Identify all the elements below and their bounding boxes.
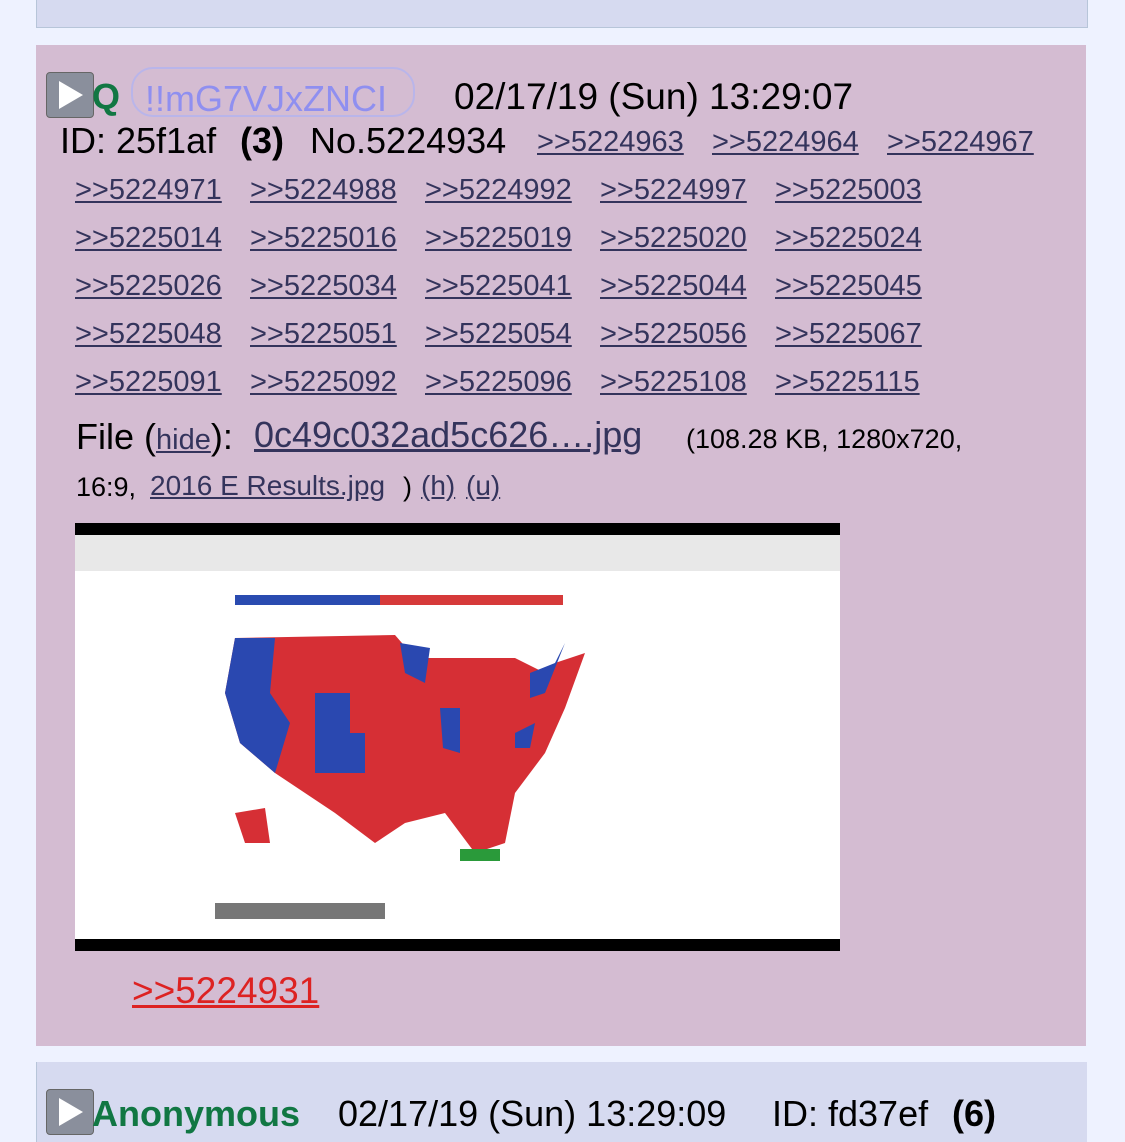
reply-link[interactable]: >>5225091 bbox=[75, 366, 222, 398]
image-toolbar bbox=[215, 903, 385, 919]
reply-link[interactable]: >>5225020 bbox=[600, 222, 747, 254]
reply-link[interactable]: >>5225019 bbox=[425, 222, 572, 254]
reply-link[interactable]: >>5225051 bbox=[250, 318, 397, 350]
poster-id[interactable]: ID: 25f1af bbox=[60, 120, 217, 161]
map-blue bbox=[225, 638, 290, 773]
tripcode[interactable]: !!mG7VJxZNCI bbox=[131, 67, 416, 119]
tally-blue bbox=[235, 595, 380, 605]
map-red bbox=[225, 635, 585, 853]
reply-link[interactable]: >>5225108 bbox=[600, 366, 747, 398]
reply-link[interactable]: >>5225041 bbox=[425, 270, 572, 302]
browser-chrome bbox=[75, 535, 840, 571]
id-count: (6) bbox=[952, 1093, 996, 1134]
reply-link[interactable]: >>5225096 bbox=[425, 366, 572, 398]
reply-link[interactable]: >>5225024 bbox=[775, 222, 922, 254]
image-bar bbox=[75, 523, 840, 535]
file-info: (108.28 KB, 1280x720, bbox=[686, 424, 963, 454]
file-close: ) bbox=[403, 472, 412, 502]
u-link[interactable]: (u) bbox=[466, 470, 501, 501]
image-button bbox=[460, 849, 500, 861]
poster-name[interactable]: Q bbox=[92, 76, 121, 117]
reply-link[interactable]: >>5225115 bbox=[775, 366, 920, 398]
reply-link[interactable]: >>5225092 bbox=[250, 366, 397, 398]
reply-link[interactable]: >>5225048 bbox=[75, 318, 222, 350]
previous-post bbox=[36, 0, 1088, 28]
reply-link[interactable]: >>5225044 bbox=[600, 270, 747, 302]
reply-link[interactable]: >>5225016 bbox=[250, 222, 397, 254]
tally-red bbox=[380, 595, 563, 605]
original-name[interactable]: 2016 E Results.jpg bbox=[150, 470, 386, 501]
map-red bbox=[235, 808, 270, 843]
reply-link[interactable]: >>5224997 bbox=[600, 174, 747, 206]
h-link[interactable]: (h) bbox=[421, 470, 456, 501]
reply-link[interactable]: >>5225026 bbox=[75, 270, 222, 302]
body-link[interactable]: >>5224931 bbox=[132, 970, 320, 1011]
id-count: (3) bbox=[240, 120, 284, 161]
image-bar bbox=[75, 939, 840, 951]
reply-link[interactable]: >>5224971 bbox=[75, 174, 222, 206]
poster-name[interactable]: Anonymous bbox=[92, 1093, 301, 1134]
map-blue bbox=[315, 693, 365, 773]
post-date: 02/17/19 (Sun) 13:29:09 bbox=[338, 1093, 727, 1134]
reply-link[interactable]: >>5225003 bbox=[775, 174, 922, 206]
post-number[interactable]: No.5224934 bbox=[310, 120, 507, 161]
reply-link[interactable]: >>5225014 bbox=[75, 222, 222, 254]
reply-link[interactable]: >>5225034 bbox=[250, 270, 397, 302]
reply-link[interactable]: >>5224964 bbox=[712, 126, 859, 158]
reply-link[interactable]: >>5224988 bbox=[250, 174, 397, 206]
reply-link[interactable]: >>5225054 bbox=[425, 318, 572, 350]
reply-link[interactable]: >>5225067 bbox=[775, 318, 922, 350]
file-colon: ): bbox=[210, 416, 233, 457]
reply-link[interactable]: >>5225045 bbox=[775, 270, 922, 302]
file-info-2: 16:9, bbox=[76, 472, 137, 502]
expand-icon[interactable] bbox=[46, 1089, 94, 1135]
reply-link[interactable]: >>5224992 bbox=[425, 174, 572, 206]
post-date: 02/17/19 (Sun) 13:29:07 bbox=[454, 76, 854, 117]
reply-link[interactable]: >>5225056 bbox=[600, 318, 747, 350]
next-post bbox=[36, 1062, 1087, 1142]
file-label-text: File ( bbox=[76, 416, 156, 457]
hide-link[interactable]: hide bbox=[156, 424, 211, 456]
map-blue bbox=[400, 643, 565, 753]
poster-id[interactable]: ID: fd37ef bbox=[772, 1093, 929, 1134]
file-label: File (hide): bbox=[76, 416, 233, 458]
reply-link[interactable]: >>5224967 bbox=[887, 126, 1034, 158]
reply-link[interactable]: >>5224963 bbox=[537, 126, 684, 158]
file-name[interactable]: 0c49c032ad5c626….jpg bbox=[254, 414, 643, 455]
expand-icon[interactable] bbox=[46, 72, 94, 118]
post-image[interactable] bbox=[75, 523, 840, 951]
